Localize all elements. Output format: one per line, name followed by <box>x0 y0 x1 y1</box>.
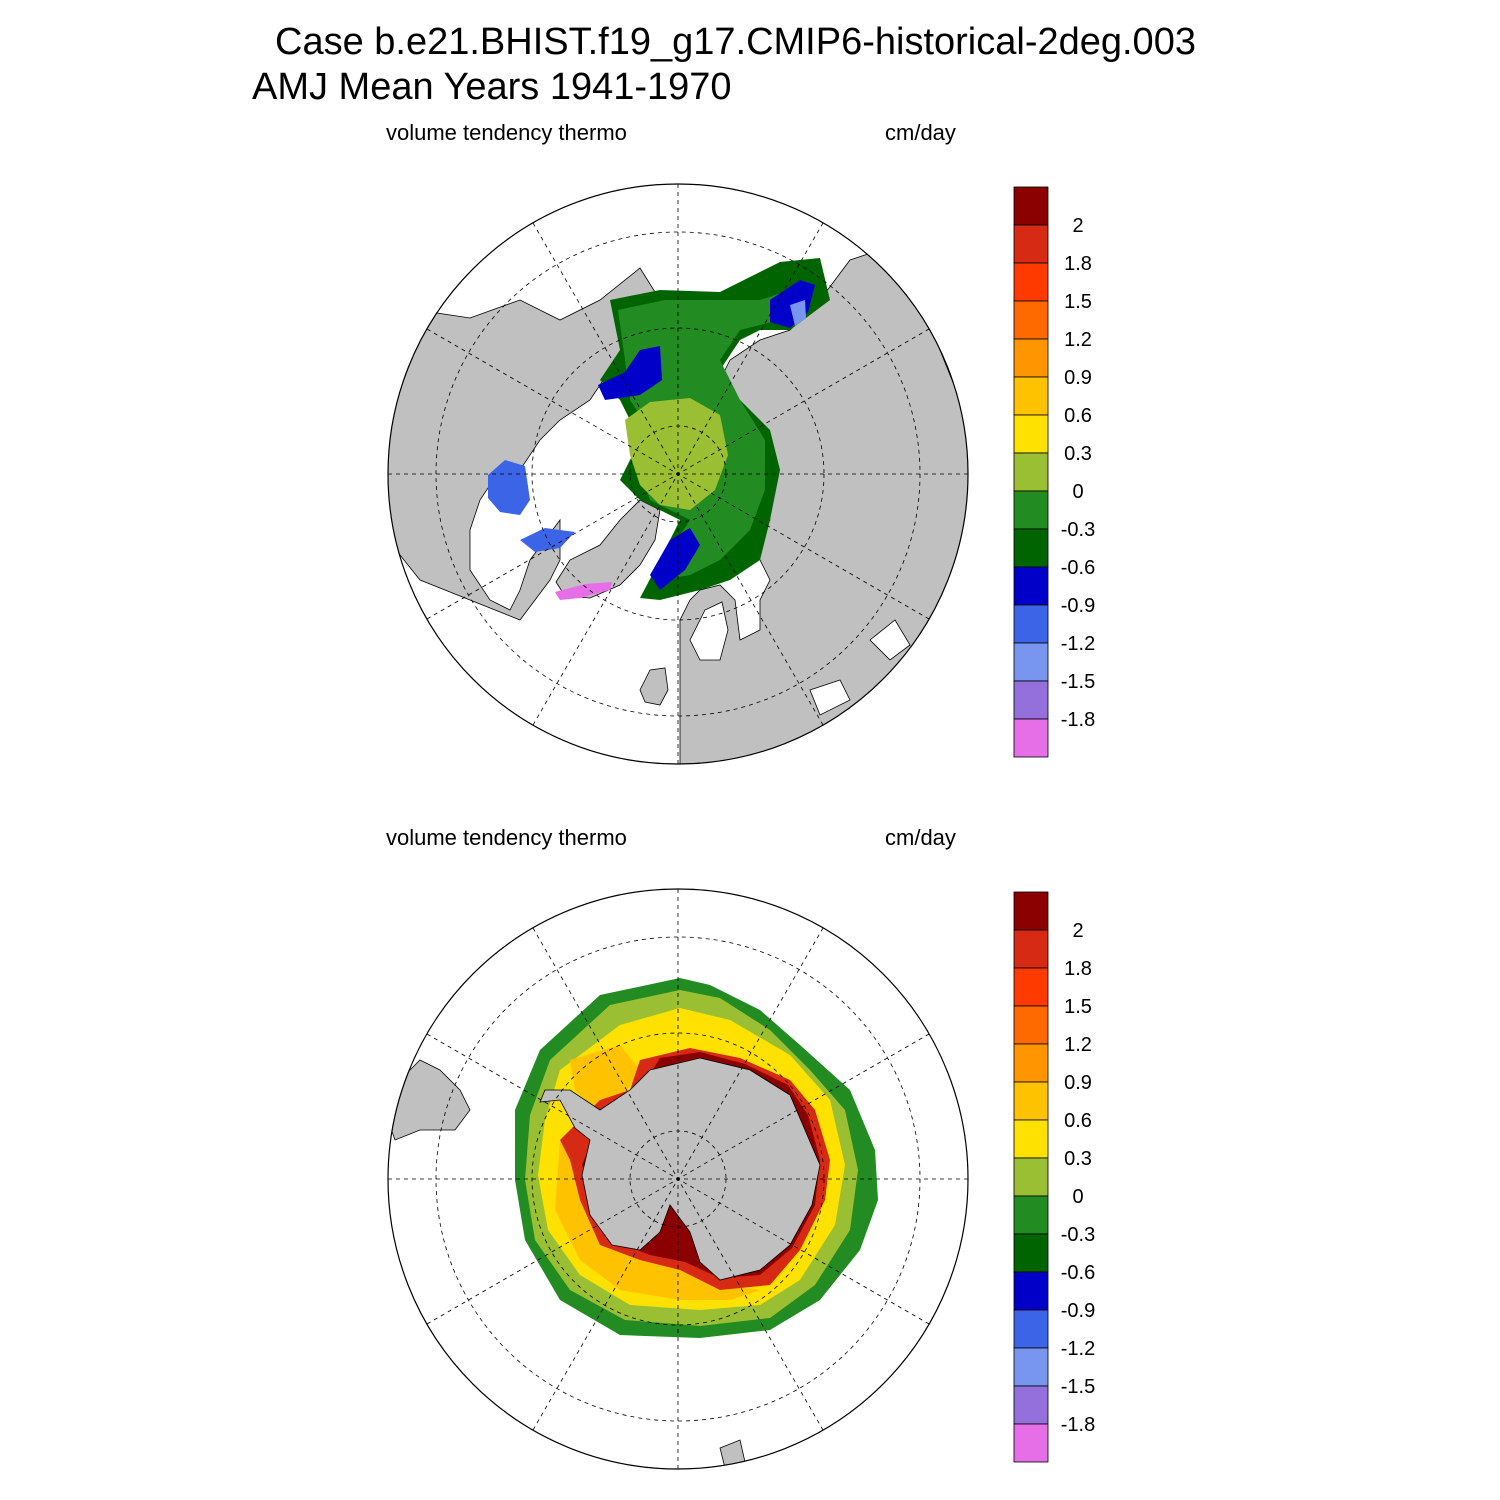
north-colorbar-swatch <box>1013 224 1049 264</box>
north-colorbar-swatch <box>1013 300 1049 340</box>
north-colorbar-tick-label: -1.2 <box>1061 633 1095 655</box>
figure-title-line1: Case b.e21.BHIST.f19_g17.CMIP6-historica… <box>275 21 1196 63</box>
north-land-greenland <box>555 499 661 599</box>
south-panel-variable-label: volume tendency thermo <box>386 825 627 850</box>
north-colorbar-tick-label: 1.8 <box>1064 253 1092 275</box>
north-colorbar-tick-label: 0.3 <box>1064 443 1092 465</box>
south-colorbar-tick-label: 0.6 <box>1064 1110 1092 1132</box>
south-colorbar-swatch <box>1013 1423 1049 1463</box>
south-colorbar-tick-label: -0.6 <box>1061 1262 1095 1284</box>
south-colorbar-tick-label: 1.8 <box>1064 958 1092 980</box>
north-colorbar-tick-label: -0.6 <box>1061 557 1095 579</box>
south-colorbar-swatch <box>1013 891 1049 931</box>
south-colorbar-tick-label: 2 <box>1072 920 1083 942</box>
north-colorbar-swatch <box>1013 376 1049 416</box>
north-colorbar-swatch <box>1013 414 1049 454</box>
south-colorbar-tick-label: -1.5 <box>1061 1376 1095 1398</box>
south-colorbar-swatch <box>1013 967 1049 1007</box>
south-colorbar-tick-label: -1.2 <box>1061 1338 1095 1360</box>
south-colorbar-swatch <box>1013 929 1049 969</box>
north-colorbar-tick-label: 0.6 <box>1064 405 1092 427</box>
north-colorbar-tick-label: 0 <box>1072 481 1083 503</box>
north-land-uk <box>639 667 669 706</box>
north-colorbar-swatch <box>1013 642 1049 682</box>
north-colorbar-swatch <box>1013 338 1049 378</box>
south-colorbar-swatch <box>1013 1233 1049 1273</box>
south-land-antarctica <box>539 1057 821 1281</box>
north-colorbar-tick-label: 1.2 <box>1064 329 1092 351</box>
north-field-blue-barents <box>650 528 700 590</box>
north-field-blue-okhotsk <box>770 280 815 328</box>
south-colorbar: 2 1.8 1.5 1.2 0.9 0.6 0.3 0 -0.3 -0.6 -0.9 -1.2 -1.5… <box>1013 891 1095 1463</box>
south-colorbar-swatch <box>1013 1081 1049 1121</box>
north-colorbar-swatch <box>1013 452 1049 492</box>
north-field-blue-labrador <box>520 528 575 552</box>
north-colorbar-tick-label: 1.5 <box>1064 291 1092 313</box>
north-colorbar: 2 1.8 1.5 1.2 0.9 0.6 0.3 0 -0.3 -0.6 -0.9 -1.2 -1.5… <box>1013 186 1095 758</box>
south-colorbar-swatch <box>1013 1347 1049 1387</box>
north-colorbar-swatch <box>1013 566 1049 606</box>
south-polar-map <box>387 888 969 1470</box>
north-field-blue-bering <box>598 346 662 400</box>
south-colorbar-swatch <box>1013 1309 1049 1349</box>
north-field-lightblue-okhotsk <box>790 300 806 326</box>
south-panel-units-label: cm/day <box>885 825 956 850</box>
north-colorbar-swatch <box>1013 186 1049 226</box>
south-map-border <box>387 888 969 1470</box>
north-panel-variable-label: volume tendency thermo <box>386 120 627 145</box>
south-colorbar-tick-label: -0.9 <box>1061 1300 1095 1322</box>
figure-title-line2: AMJ Mean Years 1941-1970 <box>252 66 732 108</box>
north-colorbar-swatch <box>1013 680 1049 720</box>
south-colorbar-tick-label: 0 <box>1072 1186 1083 1208</box>
south-colorbar-tick-label: 0.3 <box>1064 1148 1092 1170</box>
north-colorbar-tick-label: 0.9 <box>1064 367 1092 389</box>
south-colorbar-tick-label: -0.3 <box>1061 1224 1095 1246</box>
north-colorbar-tick-label: 2 <box>1072 215 1083 237</box>
north-land-scandinavia-hole <box>689 601 729 661</box>
south-graticule <box>388 889 968 1469</box>
north-colorbar-tick-label: -0.9 <box>1061 595 1095 617</box>
south-colorbar-tick-label: 1.5 <box>1064 996 1092 1018</box>
north-colorbar-swatch <box>1013 490 1049 530</box>
north-colorbar-tick-label: -1.8 <box>1061 709 1095 731</box>
north-polar-map <box>387 183 969 765</box>
north-colorbar-tick-label: -0.3 <box>1061 519 1095 541</box>
south-colorbar-swatch <box>1013 1271 1049 1311</box>
north-land-caspian-hole <box>809 679 851 716</box>
south-field-orange-weddell <box>555 1140 760 1300</box>
north-panel-units-label: cm/day <box>885 120 956 145</box>
south-colorbar-swatch <box>1013 1119 1049 1159</box>
north-map-border <box>387 183 969 765</box>
south-colorbar-swatch <box>1013 1195 1049 1235</box>
north-colorbar-swatch <box>1013 604 1049 644</box>
north-colorbar-swatch <box>1013 718 1049 758</box>
south-colorbar-tick-label: -1.8 <box>1061 1414 1095 1436</box>
north-graticule <box>388 184 968 764</box>
south-colorbar-tick-label: 1.2 <box>1064 1034 1092 1056</box>
south-land-south-america <box>388 1059 471 1141</box>
south-colorbar-swatch <box>1013 1043 1049 1083</box>
north-field-olive-center <box>625 398 728 510</box>
south-colorbar-tick-label: 0.9 <box>1064 1072 1092 1094</box>
south-colorbar-swatch <box>1013 1157 1049 1197</box>
south-colorbar-swatch <box>1013 1005 1049 1045</box>
north-colorbar-swatch <box>1013 528 1049 568</box>
north-colorbar-tick-label: -1.5 <box>1061 671 1095 693</box>
south-colorbar-swatch <box>1013 1385 1049 1425</box>
north-colorbar-swatch <box>1013 262 1049 302</box>
north-field-pink-labrador-edge <box>555 582 612 600</box>
north-land-black-sea-hole <box>869 619 911 661</box>
